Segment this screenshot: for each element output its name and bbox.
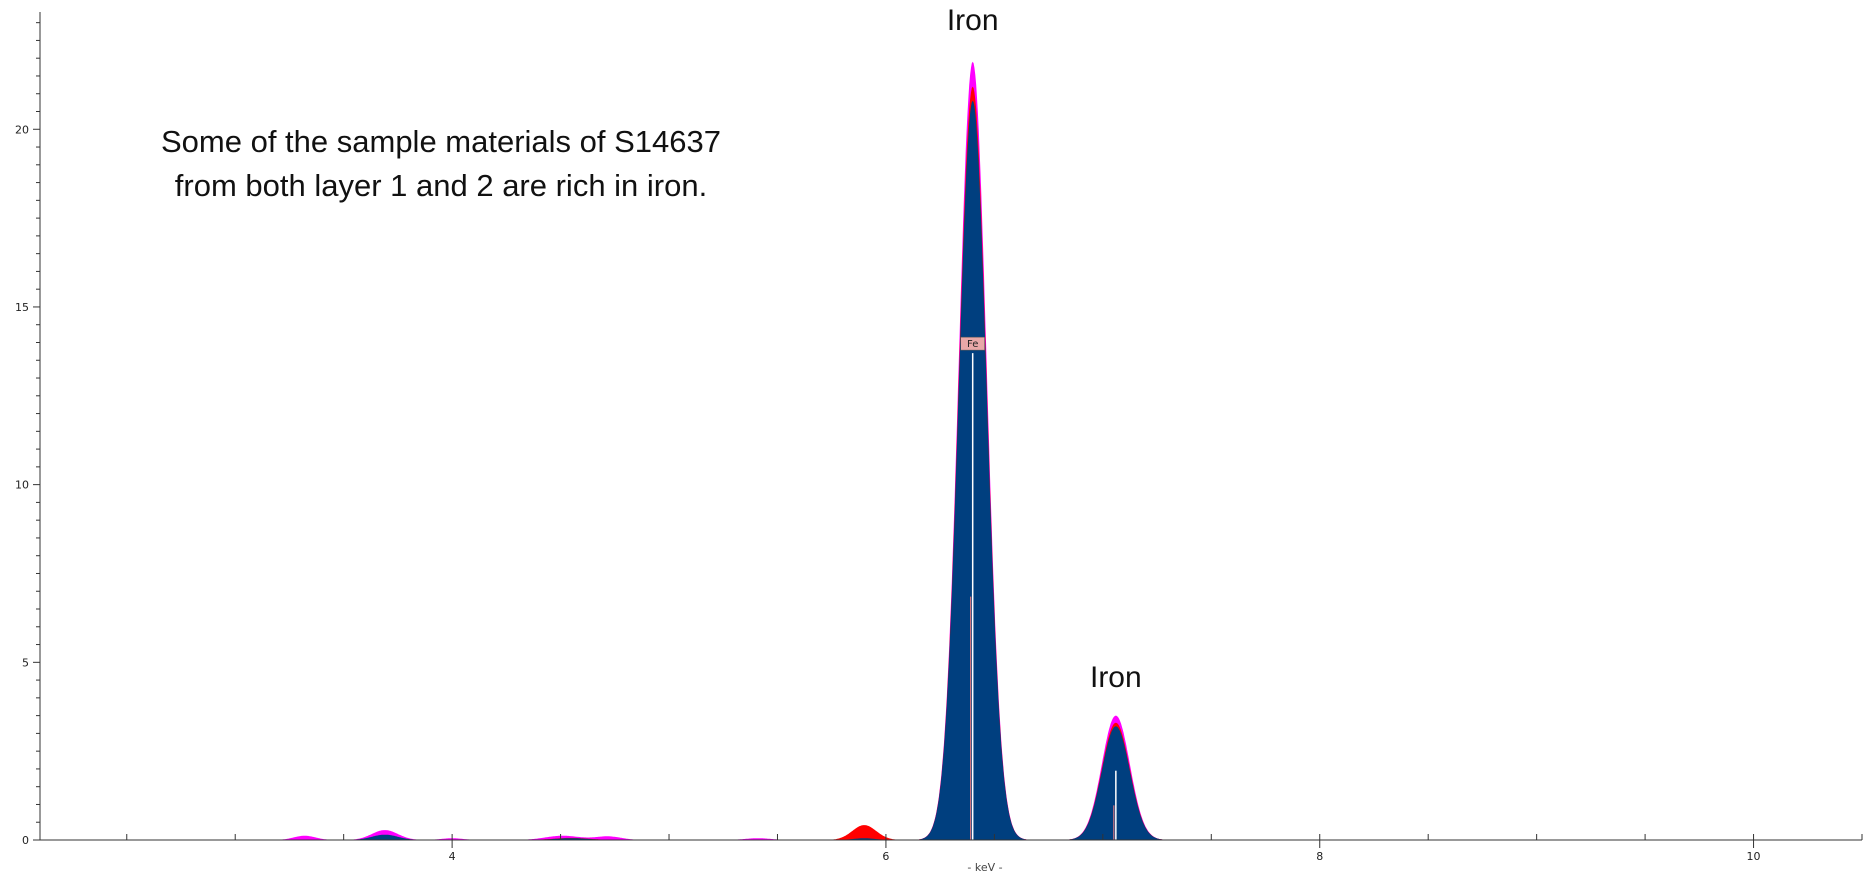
x-tick-label: 8: [1316, 850, 1323, 863]
y-tick-label: 15: [15, 301, 29, 314]
caption-line-1: Some of the sample materials of S14637: [161, 124, 721, 159]
element-tag-label: Fe: [967, 339, 978, 350]
annotations: Iron Iron: [947, 4, 1142, 694]
y-tick-label: 20: [15, 123, 29, 136]
element-markers: Fe: [960, 336, 1117, 840]
x-axis-label: - keV -: [967, 861, 1002, 874]
caption-line-2: from both layer 1 and 2 are rich in iron…: [175, 168, 707, 203]
x-tick-label: 6: [882, 850, 889, 863]
y-tick-label: 10: [15, 479, 29, 492]
x-tick-label: 4: [449, 850, 456, 863]
y-tick-label: 0: [22, 834, 29, 847]
peak-annotation: Iron: [1090, 661, 1142, 694]
peak-annotation: Iron: [947, 4, 999, 37]
y-tick-label: 5: [22, 656, 29, 669]
element-tag-box: [960, 336, 985, 351]
ticks: 0 5 10 15 20 4 6 8 10: [15, 22, 1863, 863]
x-tick-label: 10: [1747, 850, 1761, 863]
spectrum-area-3: [40, 100, 1862, 841]
spectrum-areas: [40, 61, 1862, 841]
